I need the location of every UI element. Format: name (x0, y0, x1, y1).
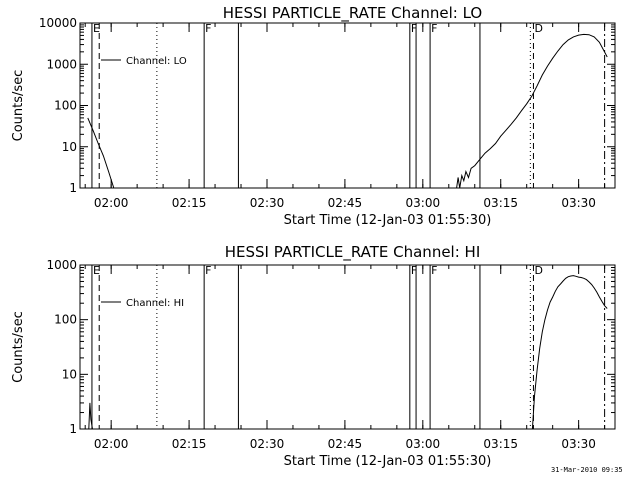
x-axis-label: Start Time (12-Jan-03 01:55:30) (284, 213, 492, 228)
y-tick-label: 1000 (46, 57, 77, 71)
chart-title: HESSI PARTICLE_RATE Channel: HI (225, 243, 481, 262)
flag-marker-label: F (411, 264, 417, 277)
plot-frame (79, 264, 616, 430)
y-tick-label: 10000 (39, 16, 77, 30)
x-tick-label: 03:15 (483, 437, 518, 451)
footer-date: 31-Mar-2010 09:35 (551, 466, 623, 474)
y-tick-label: 1000 (46, 258, 77, 272)
panel-lo: HESSI PARTICLE_RATE Channel: LO 1 10 100 100… (11, 4, 616, 228)
x-axis-label: Start Time (12-Jan-03 01:55:30) (284, 454, 492, 469)
flag-marker-label: F (431, 264, 437, 277)
x-tick-label: 03:00 (406, 196, 441, 210)
x-tick-label: 03:30 (561, 437, 596, 451)
flag-marker-label: F (431, 22, 437, 35)
y-tick-label: 1 (69, 181, 77, 195)
flag-marker-label: D (534, 22, 542, 35)
y-axis-label: Counts/sec (11, 311, 26, 383)
series-line (456, 33, 608, 188)
x-tick-label: 02:30 (250, 437, 285, 451)
chart-title: HESSI PARTICLE_RATE Channel: LO (223, 4, 482, 23)
series-line (88, 402, 93, 429)
legend-label: Channel: LO (126, 56, 187, 67)
x-tick-label: 02:00 (94, 437, 129, 451)
x-tick-label: 02:00 (94, 196, 129, 210)
series-line (531, 275, 608, 429)
x-tick-label: 02:45 (328, 196, 363, 210)
x-tick-label: 02:30 (250, 196, 285, 210)
flag-marker-label: F (205, 22, 211, 35)
series-line (87, 117, 115, 188)
x-tick-label: 03:30 (561, 196, 596, 210)
x-tick-label: 02:45 (328, 437, 363, 451)
x-tick-label: 03:00 (406, 437, 441, 451)
flag-marker-label: E (93, 264, 100, 277)
y-axis-label: Counts/sec (11, 70, 26, 142)
y-tick-label: 100 (54, 99, 77, 113)
flag-marker-label: D (534, 264, 542, 277)
x-tick-label: 03:15 (483, 196, 518, 210)
x-tick-label: 02:15 (172, 196, 207, 210)
legend-label: Channel: HI (126, 298, 184, 309)
y-tick-label: 10 (62, 140, 77, 154)
flag-marker-label: F (205, 264, 211, 277)
y-tick-label: 10 (62, 367, 77, 381)
flag-marker-label: F (411, 22, 417, 35)
panel-hi: HESSI PARTICLE_RATE Channel: HI 1 10 100 100… (11, 243, 616, 469)
flag-marker-label: E (93, 22, 100, 35)
y-tick-label: 1 (69, 422, 77, 436)
plot-frame (79, 22, 616, 189)
x-tick-label: 02:15 (172, 437, 207, 451)
y-tick-label: 100 (54, 313, 77, 327)
